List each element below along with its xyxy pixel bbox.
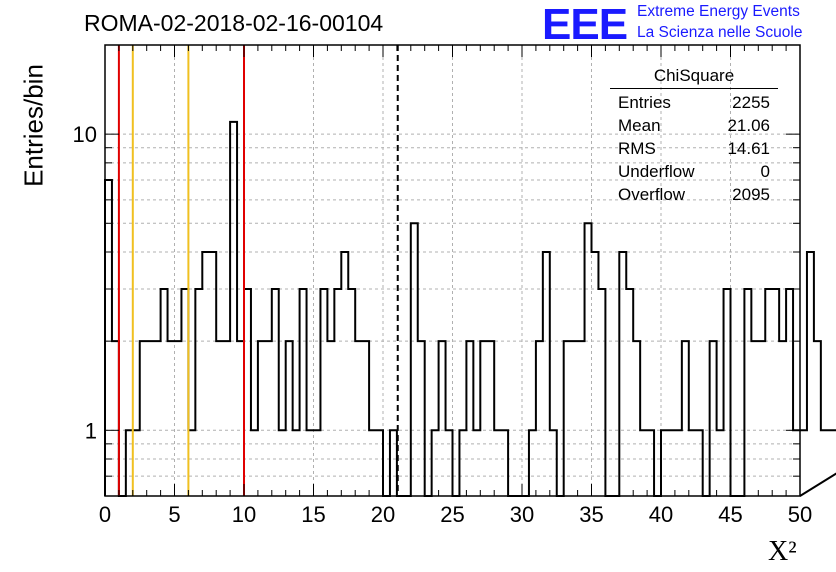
x-tick-label: 50 bbox=[788, 502, 812, 527]
stats-row-rms: RMS 14.61 bbox=[610, 137, 778, 160]
logo-line-2: La Scienza nelle Scuole bbox=[637, 24, 803, 41]
stats-label: Mean bbox=[618, 116, 661, 135]
x-tick-label: 5 bbox=[168, 502, 180, 527]
chart-title: ROMA-02-2018-02-16-00104 bbox=[84, 10, 384, 36]
logo-line-1: Extreme Energy Events bbox=[637, 3, 800, 20]
x-tick-label: 10 bbox=[232, 502, 256, 527]
x-axis-label: X² bbox=[768, 536, 797, 567]
stats-label: Underflow bbox=[618, 162, 695, 181]
eee-logo: EEE bbox=[542, 0, 628, 49]
stats-row-entries: Entries 2255 bbox=[610, 91, 778, 114]
stats-row-underflow: Underflow 0 bbox=[610, 160, 778, 183]
stats-value: 2095 bbox=[732, 185, 770, 204]
stats-value: 21.06 bbox=[727, 116, 770, 135]
y-tick-label: 10 bbox=[73, 122, 97, 147]
stats-label: RMS bbox=[618, 139, 656, 158]
x-tick-label: 35 bbox=[579, 502, 603, 527]
x-tick-label: 25 bbox=[440, 502, 464, 527]
x-tick-label: 45 bbox=[718, 502, 742, 527]
x-tick-label: 0 bbox=[99, 502, 111, 527]
stats-box: ChiSquare Entries 2255 Mean 21.06 RMS 14.61… bbox=[610, 66, 778, 206]
y-tick-label: 1 bbox=[85, 418, 97, 443]
x-tick-label: 30 bbox=[510, 502, 534, 527]
x-tick-label: 40 bbox=[649, 502, 673, 527]
stats-value: 2255 bbox=[732, 93, 770, 112]
stats-label: Entries bbox=[618, 93, 671, 112]
stats-title: ChiSquare bbox=[610, 66, 778, 89]
stats-row-mean: Mean 21.06 bbox=[610, 114, 778, 137]
y-axis-label: Entries/bin bbox=[18, 64, 49, 187]
stats-value: 0 bbox=[760, 162, 770, 181]
x-tick-label: 20 bbox=[371, 502, 395, 527]
stats-value: 14.61 bbox=[727, 139, 770, 158]
stats-label: Overflow bbox=[618, 185, 686, 204]
x-tick-label: 15 bbox=[301, 502, 325, 527]
stats-row-overflow: Overflow 2095 bbox=[610, 183, 778, 206]
histogram-series bbox=[104, 120, 836, 497]
